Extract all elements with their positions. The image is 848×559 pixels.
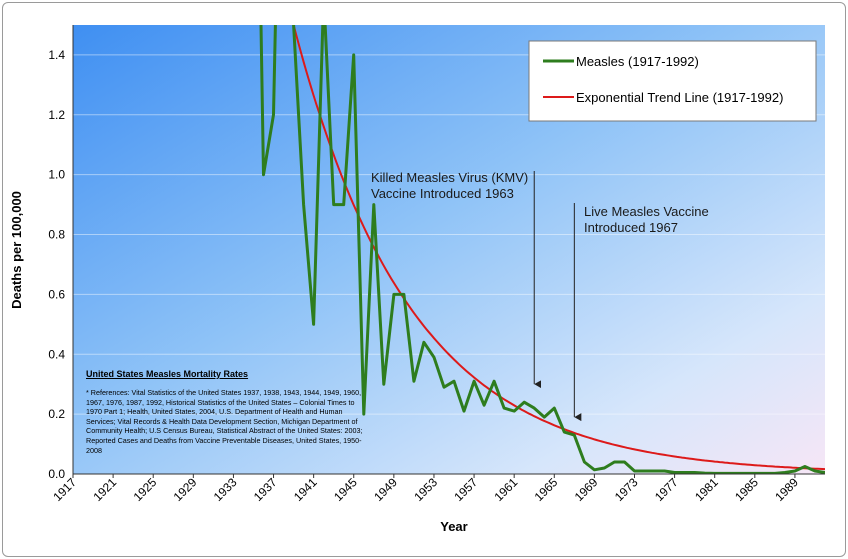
x-axis-title: Year — [440, 519, 467, 534]
y-tick-label: 1.0 — [48, 168, 65, 182]
y-tick-label: 0.8 — [48, 228, 65, 242]
x-tick-label: 1973 — [612, 475, 641, 504]
annotations: Killed Measles Virus (KMV)Vaccine Introd… — [371, 170, 709, 422]
y-tick-label: 0.2 — [48, 407, 65, 421]
x-tick-label: 1949 — [371, 475, 400, 504]
x-tick-label: 1965 — [532, 475, 561, 504]
x-tick-label: 1957 — [451, 475, 480, 504]
x-tick-label: 1925 — [131, 475, 160, 504]
x-tick-label: 1989 — [772, 475, 801, 504]
y-axis-title: Deaths per 100,000 — [9, 191, 24, 309]
x-tick-label: 1933 — [211, 475, 240, 504]
trend-line — [292, 25, 825, 471]
annotation-text-kmv: Killed Measles Virus (KMV) — [371, 170, 528, 185]
x-tick-label: 1961 — [492, 475, 521, 504]
x-tick-label: 1969 — [572, 475, 601, 504]
references-title: United States Measles Mortality Rates — [86, 369, 249, 379]
references-box: United States Measles Mortality Rates * … — [84, 369, 366, 455]
series-group — [259, 25, 825, 474]
annotation-text-live: Live Measles Vaccine — [584, 204, 709, 219]
annotation-text-kmv: Vaccine Introduced 1963 — [371, 186, 514, 201]
references-text: * References: Vital Statistics of the Un… — [86, 388, 363, 455]
x-tick-label: 1977 — [652, 475, 681, 504]
x-tick-label: 1945 — [331, 475, 360, 504]
y-tick-label: 0.0 — [48, 467, 65, 481]
legend: Measles (1917-1992) Exponential Trend Li… — [528, 40, 817, 122]
x-tick-label: 1929 — [171, 475, 200, 504]
x-tick-label: 1921 — [90, 475, 119, 504]
x-tick-label: 1981 — [692, 475, 721, 504]
x-tick-label: 1941 — [291, 475, 320, 504]
x-tick-label: 1953 — [411, 475, 440, 504]
x-tick-label: 1937 — [251, 475, 280, 504]
annotation-text-live: Introduced 1967 — [584, 220, 678, 235]
legend-box — [528, 40, 817, 122]
y-tick-label: 0.6 — [48, 287, 65, 301]
measles-line — [259, 25, 825, 474]
legend-label-trend: Exponential Trend Line (1917-1992) — [576, 90, 783, 105]
x-tick-label: 1985 — [732, 475, 761, 504]
legend-label-measles: Measles (1917-1992) — [576, 54, 699, 69]
y-tick-label: 1.2 — [48, 108, 65, 122]
y-tick-label: 1.4 — [48, 48, 65, 62]
y-tick-label: 0.4 — [48, 347, 65, 361]
